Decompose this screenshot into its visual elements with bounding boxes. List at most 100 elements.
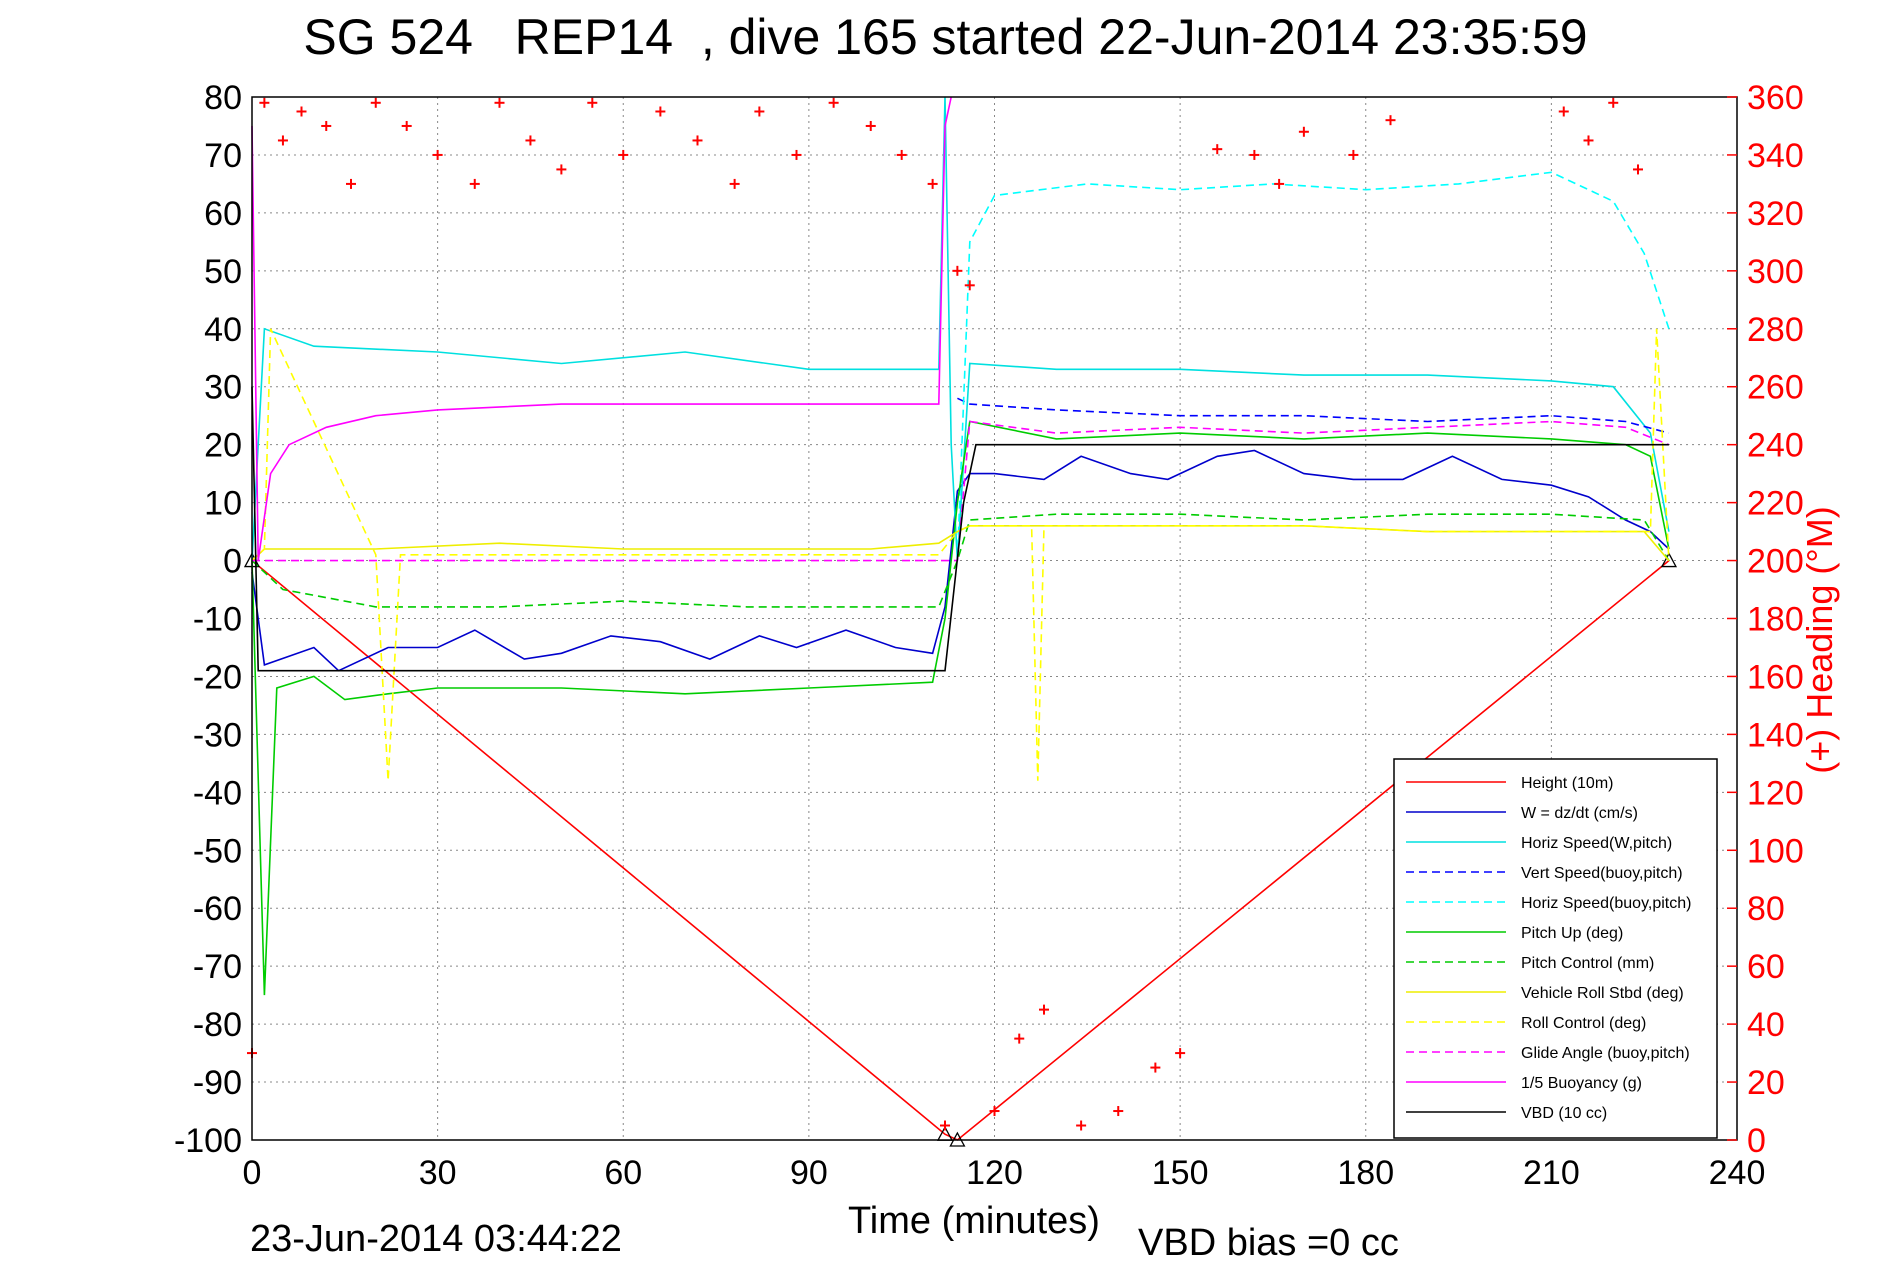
x-tick-label: 90 [790, 1154, 828, 1192]
legend: Height (10m) W = dz/dt (cm/s) Horiz Speed(… [1393, 758, 1718, 1139]
legend-label: Height (10m) [1521, 775, 1613, 792]
heading-marker [346, 178, 356, 189]
y-tick-label: 30 [204, 369, 242, 407]
heading-marker [469, 178, 480, 189]
legend-label: Roll Control (deg) [1521, 1015, 1646, 1032]
legend-label: Vehicle Roll Stbd (deg) [1521, 985, 1684, 1002]
legend-label: VBD (10 cc) [1521, 1105, 1607, 1122]
heading-marker [828, 97, 839, 108]
heading-marker [1385, 115, 1396, 126]
y-tick-label: -60 [193, 890, 242, 928]
x-tick-label: 120 [966, 1154, 1023, 1192]
series-line-0 [251, 559, 1670, 1141]
heading-marker [754, 106, 765, 117]
end-time-label: 23-Jun-2014 03:44:22 [250, 1218, 622, 1260]
x-axis-label: Time (minutes) [848, 1200, 1100, 1242]
heading-marker [1039, 1004, 1049, 1015]
y2-axis-label: (+) Heading (°M) [1799, 506, 1840, 774]
y2-tick-label: 160 [1747, 658, 1804, 696]
heading-marker [277, 135, 288, 146]
heading-marker [1113, 1106, 1124, 1117]
x-tick-label: 210 [1523, 1154, 1580, 1192]
heading-marker [1249, 149, 1260, 160]
legend-label: Horiz Speed(buoy,pitch) [1521, 895, 1691, 912]
series-line-2 [251, 96, 1670, 561]
heading-marker [1150, 1062, 1161, 1073]
page-title: SG 524 REP14 , dive 165 started 22-Jun-2… [303, 9, 1588, 65]
y2-tick-label: 40 [1747, 1006, 1785, 1044]
y-tick-label: 20 [204, 427, 242, 465]
series-line-10 [251, 96, 952, 561]
heading-marker [865, 120, 876, 131]
y2-tick-label: 60 [1747, 948, 1785, 986]
x-tick-label: 30 [419, 1154, 457, 1192]
heading-marker [1583, 135, 1594, 146]
legend-label: Horiz Speed(W,pitch) [1521, 835, 1672, 852]
heading-marker [401, 120, 412, 131]
heading-marker [729, 178, 740, 189]
y-tick-label: 60 [204, 195, 242, 233]
heading-marker [989, 1106, 1000, 1117]
heading-marker [952, 265, 963, 276]
y2-tick-label: 200 [1747, 543, 1804, 581]
heading-marker [321, 120, 332, 131]
y2-tick-label: 180 [1747, 601, 1804, 639]
y-tick-label: -90 [193, 1064, 242, 1102]
x-tick-label: 0 [243, 1154, 262, 1192]
height-point-marker [1660, 552, 1678, 568]
y-tick-label: 80 [204, 79, 242, 117]
y-tick-label: -10 [193, 601, 242, 639]
y-tick-label: -30 [193, 716, 242, 754]
series-line-3 [957, 397, 1670, 434]
series-layer [243, 96, 1678, 1147]
y-tick-label: 70 [204, 137, 242, 175]
y2-tick-label: 300 [1747, 253, 1804, 291]
series-line-5 [251, 420, 1670, 996]
heading-marker [692, 135, 703, 146]
y2-tick-label: 80 [1747, 890, 1785, 928]
heading-marker [1274, 178, 1285, 189]
heading-marker [1014, 1033, 1025, 1044]
legend-label: Pitch Up (deg) [1521, 925, 1623, 942]
y-tick-label: 50 [204, 253, 242, 291]
heading-marker [587, 97, 598, 108]
y2-tick-label: 220 [1747, 485, 1804, 523]
y-tick-label: 10 [204, 485, 242, 523]
x-tick-label: 60 [604, 1154, 642, 1192]
heading-marker [1076, 1120, 1087, 1131]
y-tick-label: -50 [193, 832, 242, 870]
heading-marker [1348, 149, 1359, 160]
legend-label: W = dz/dt (cm/s) [1521, 805, 1638, 822]
tick-layer: 0 30 60 90 120 150 180 210 24080706050403020100-… [174, 79, 1804, 1192]
y2-tick-label: 0 [1747, 1122, 1766, 1160]
heading-marker [296, 106, 307, 117]
heading-marker [927, 178, 938, 189]
x-tick-label: 150 [1152, 1154, 1209, 1192]
legend-box [1393, 758, 1718, 1139]
heading-marker [1298, 126, 1309, 137]
series-line-9 [252, 420, 1670, 562]
y-tick-label: -70 [193, 948, 242, 986]
heading-marker-layer [247, 97, 1674, 1131]
series-line-1 [251, 449, 1670, 672]
heading-marker [1175, 1048, 1186, 1059]
heading-marker [791, 149, 802, 160]
x-tick-label: 240 [1709, 1154, 1766, 1192]
y2-tick-label: 340 [1747, 137, 1804, 175]
vbd-bias-label: VBD bias =0 cc [1138, 1222, 1399, 1264]
y-tick-label: -80 [193, 1006, 242, 1044]
heading-marker [896, 149, 907, 160]
y2-tick-label: 140 [1747, 716, 1804, 754]
heading-marker [525, 135, 536, 146]
heading-marker [655, 106, 666, 117]
heading-marker [618, 149, 629, 160]
legend-label: Pitch Control (mm) [1521, 955, 1654, 972]
heading-marker [494, 97, 505, 108]
heading-marker [1212, 144, 1223, 155]
y2-tick-label: 100 [1747, 832, 1804, 870]
y2-tick-label: 20 [1747, 1064, 1785, 1102]
heading-marker [1633, 164, 1643, 175]
series-line-7 [251, 524, 1670, 562]
legend-label: Vert Speed(buoy,pitch) [1521, 865, 1683, 882]
